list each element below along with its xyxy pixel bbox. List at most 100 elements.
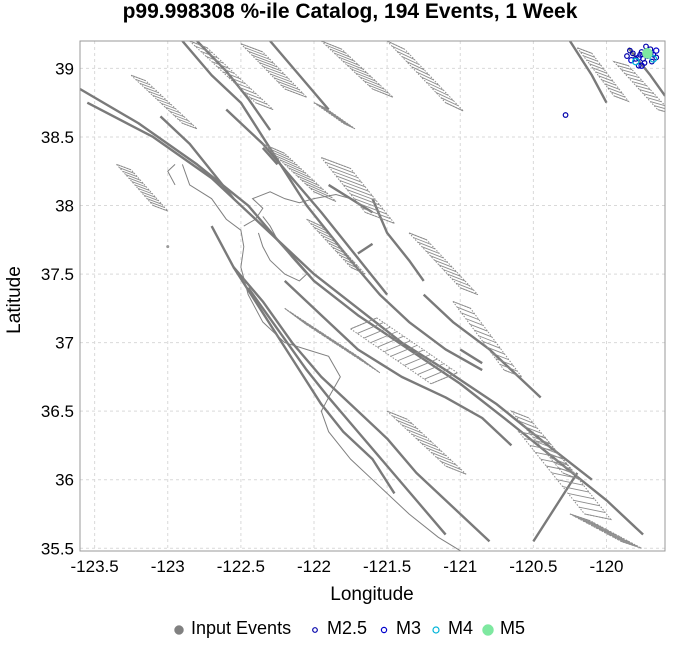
fault-plane-hatch: [269, 73, 293, 83]
fault-plane-hatch: [325, 44, 347, 54]
fault-plane-hatch: [290, 311, 314, 330]
fault-line: [283, 280, 513, 447]
y-tick-label: 38: [55, 197, 74, 216]
coastline: [167, 164, 176, 186]
fault-plane-hatch: [642, 93, 658, 99]
data-point-m25: [562, 112, 569, 118]
legend-label: M5: [500, 618, 525, 638]
fault-plane-hatch: [553, 462, 572, 470]
fault-plane-hatch: [574, 515, 595, 524]
fault-plane-hatch: [314, 327, 338, 346]
data-point-m25: [624, 53, 630, 59]
fault-plane-hatch: [333, 115, 346, 123]
fault-plane-hatch: [357, 202, 388, 215]
fault-line: [357, 242, 374, 255]
fault-plane-hatch: [351, 68, 372, 78]
fault-plane-hatch: [266, 147, 290, 158]
fault-plane-hatch: [321, 331, 344, 350]
fault-plane-hatch: [601, 79, 617, 86]
fault-plane-hatch: [578, 518, 600, 526]
fault-plane-hatch: [156, 98, 172, 106]
fault-plane-hatch: [499, 363, 518, 372]
fault-plane-hatch: [425, 447, 447, 457]
fault-plane-hatch: [445, 465, 467, 475]
fault-plane-hatch: [518, 431, 546, 438]
fault-plane-hatch: [519, 421, 538, 429]
fault-line: [568, 41, 608, 104]
x-tick-label: -120.5: [509, 557, 557, 576]
fault-plane-hatch: [325, 110, 339, 118]
fault-plane-hatch: [406, 429, 428, 439]
fault-plane-hatch: [321, 41, 342, 50]
x-tick-label: -123: [151, 557, 185, 576]
fault-plane-hatch: [321, 107, 334, 114]
fault-line: [232, 266, 491, 543]
legend-marker: [380, 626, 388, 634]
fault-plane-hatch: [425, 81, 444, 91]
fault-plane-hatch: [365, 211, 395, 224]
fault-plane-hatch: [363, 80, 385, 90]
fault-plane-hatch: [350, 266, 366, 275]
fault-plane-hatch: [397, 349, 424, 362]
fault-plane-hatch: [503, 369, 522, 378]
fault-plane-hatch: [451, 278, 470, 286]
fault-plane-hatch: [323, 109, 336, 116]
fault-plane-hatch: [551, 472, 579, 479]
fault-plane-hatch: [391, 45, 410, 55]
x-tick-label: -123.5: [71, 557, 119, 576]
fault-plane-hatch: [391, 415, 413, 425]
fault-plane-hatch: [408, 232, 427, 241]
fault-plane-hatch: [452, 301, 471, 309]
fault-plane-hatch: [440, 97, 459, 107]
fault-plane-hatch: [131, 181, 147, 188]
fault-plane-hatch: [343, 122, 356, 130]
data-point-m3: [638, 62, 645, 69]
data-point-m3: [653, 47, 660, 54]
fault-plane-hatch: [328, 166, 359, 179]
fault-plane-hatch: [383, 340, 411, 353]
fault-plane-hatch: [620, 540, 642, 549]
fault-plane-hatch: [173, 114, 189, 122]
fault-line: [247, 287, 447, 536]
fault-plane-hatch: [189, 41, 208, 49]
fault-plane-hatch: [595, 527, 617, 535]
fault-line: [269, 41, 330, 111]
fault-plane-hatch: [143, 86, 159, 94]
fault-plane-hatch: [435, 92, 454, 102]
fault-plane-hatch: [333, 339, 356, 358]
fault-plane-hatch: [211, 61, 230, 69]
fault-plane-hatch: [396, 50, 415, 60]
fault-line: [532, 472, 579, 543]
fault-plane-hatch: [416, 438, 438, 448]
fault-plane-hatch: [351, 351, 374, 370]
y-tick-label: 39: [55, 59, 74, 78]
fault-plane-hatch: [363, 326, 391, 339]
fault-plane-hatch: [413, 237, 432, 245]
fault-plane-hatch: [424, 367, 451, 380]
fault-plane-hatch: [262, 143, 285, 154]
fault-plane-hatch: [511, 410, 530, 419]
fault-line: [210, 225, 396, 495]
fault-plane-hatch: [288, 167, 311, 178]
fault-plane-hatch: [557, 479, 584, 486]
fault-plane-hatch: [474, 329, 492, 338]
fault-plane-hatch: [335, 175, 366, 188]
fault-plane-hatch: [279, 159, 302, 170]
fault-plane-hatch: [149, 201, 165, 208]
fault-plane-hatch: [482, 341, 501, 349]
fault-plane-hatch: [296, 175, 320, 186]
fault-plane-hatch: [137, 187, 153, 195]
fault-plane-hatch: [532, 436, 551, 445]
fault-plane-hatch: [200, 50, 219, 59]
fault-plane-hatch: [524, 426, 542, 434]
fault-plane-hatch: [169, 110, 185, 118]
fault-plane-hatch: [216, 66, 235, 74]
fault-plane-hatch: [653, 105, 665, 110]
island-marker: [166, 245, 170, 249]
y-tick-label: 36: [55, 471, 74, 490]
fault-plane-hatch: [639, 89, 655, 95]
fault-plane-hatch: [401, 56, 420, 66]
fault-plane-hatch: [140, 191, 156, 198]
fault-plane-hatch: [396, 419, 418, 429]
fault-plane-hatch: [342, 60, 364, 70]
